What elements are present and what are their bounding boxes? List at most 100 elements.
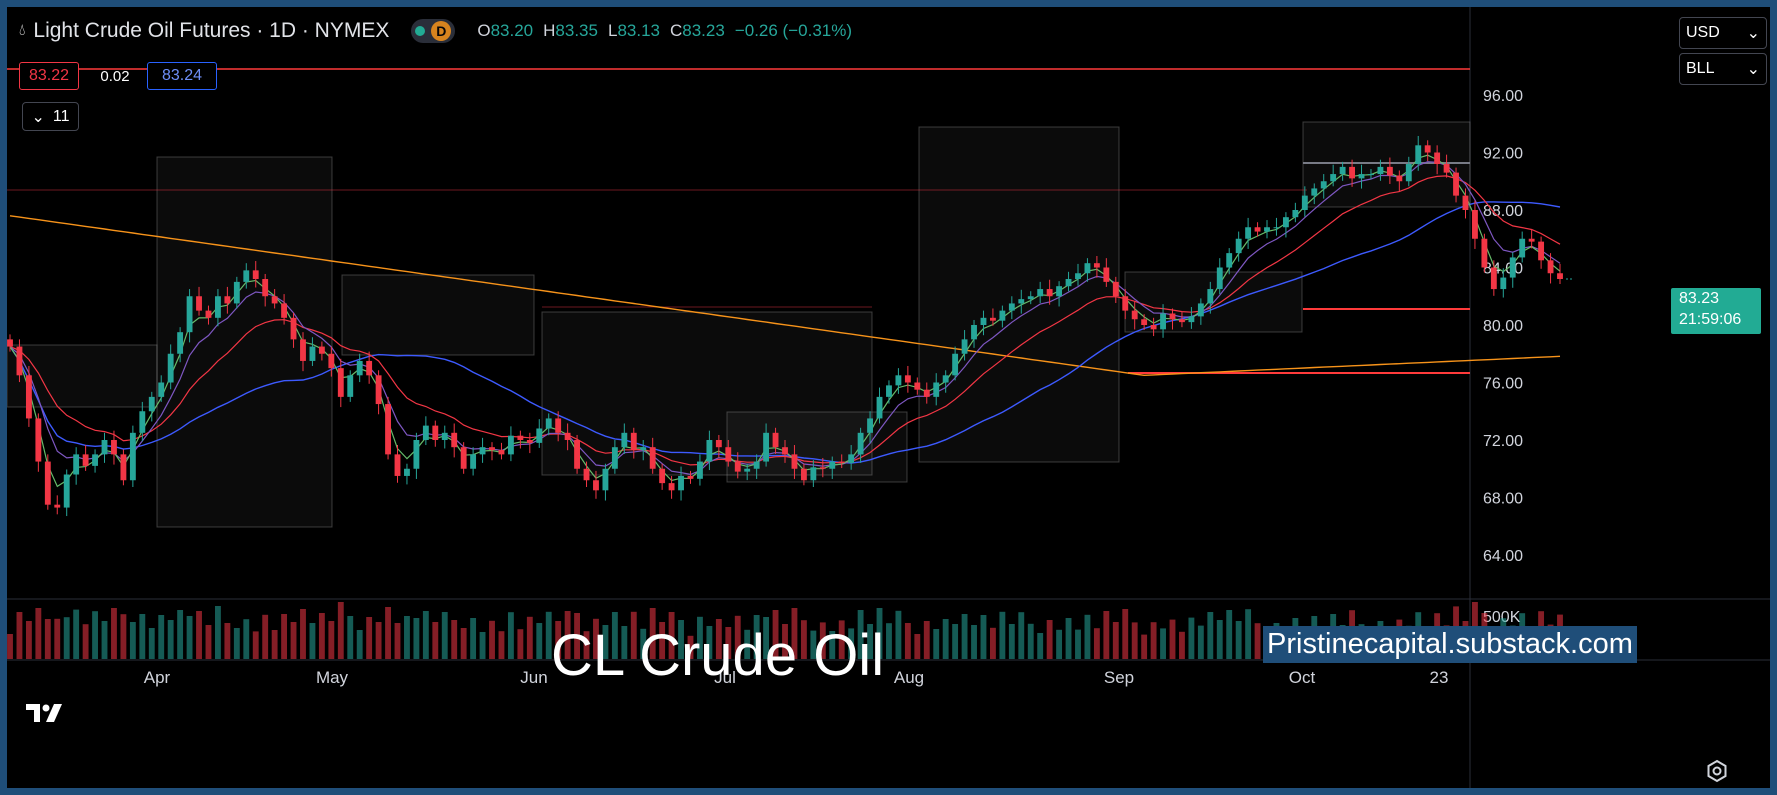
candle-body [791, 454, 798, 469]
volume-bar [800, 620, 807, 659]
candle-body [111, 440, 117, 455]
volume-bar [772, 610, 779, 659]
candle-body [838, 461, 845, 463]
volume-bar [583, 631, 590, 659]
candle-body [1519, 238, 1526, 258]
y-tick-label: 80.00 [1483, 318, 1523, 335]
candle-body [1056, 286, 1063, 297]
spread-value: 0.02 [100, 67, 130, 85]
volume-bar [848, 628, 855, 659]
buy-price-button[interactable]: 83.24 [147, 62, 217, 90]
candle-body [347, 375, 354, 397]
indicators-toggle-button[interactable]: ⌄ 11 [22, 102, 79, 131]
last-price-tag: 83.23 21:59:06 [1671, 288, 1761, 334]
ohlc-readout: O83.20 H83.35 L83.13 C83.23 −0.26 (−0.31… [477, 21, 852, 41]
volume-bar [952, 624, 959, 659]
candle-body [413, 440, 420, 469]
volume-bar [271, 630, 278, 659]
candle-body [507, 435, 514, 455]
settings-icon[interactable] [1705, 759, 1729, 783]
candle-body [1557, 273, 1563, 279]
volume-bar [1027, 623, 1034, 659]
volume-bar [366, 617, 373, 659]
candle-body [1131, 310, 1138, 320]
last-price-value: 83.23 [1679, 290, 1720, 307]
candle-body [1292, 210, 1299, 218]
volume-bar [470, 618, 477, 659]
volume-bar [432, 622, 439, 659]
volume-bar [867, 624, 873, 659]
volume-bar [838, 620, 845, 659]
candle-body [451, 432, 458, 448]
candle-body [1103, 267, 1110, 282]
volume-bar [810, 630, 817, 659]
candle-body [980, 317, 987, 325]
volume-bar [1226, 610, 1233, 659]
volume-bar [139, 614, 146, 659]
volume-bar [489, 620, 495, 659]
candle-body [1528, 238, 1535, 242]
volume-bar [167, 620, 174, 659]
volume-bar [1150, 622, 1157, 659]
candle-body [867, 418, 873, 433]
symbol-title[interactable]: Light Crude Oil Futures · 1D · NYMEX [33, 19, 390, 42]
candle-body [1320, 181, 1327, 189]
volume-bar [63, 617, 70, 659]
candle-body [385, 404, 391, 455]
volume-bar [895, 610, 902, 659]
volume-bar [933, 629, 940, 659]
candle-body [1453, 172, 1459, 196]
candle-body [1235, 238, 1242, 254]
candle-body [1207, 289, 1214, 304]
candle-body [148, 396, 155, 412]
candle-body [706, 440, 713, 462]
tradingview-logo-icon[interactable] [24, 700, 70, 726]
chart-watermark: CL Crude Oil [551, 623, 885, 688]
volume-bar [725, 627, 732, 659]
currency-value: USD [1686, 24, 1720, 41]
candle-body [318, 346, 325, 354]
bar-countdown: 21:59:06 [1679, 311, 1742, 328]
volume-bar [961, 614, 968, 659]
currency-select[interactable]: USD ⌄ [1679, 17, 1767, 49]
candle-body [177, 332, 184, 354]
volume-bar [564, 611, 571, 659]
volume-bar [404, 616, 410, 659]
volume-bar [1235, 621, 1242, 659]
volume-bar [328, 621, 335, 659]
candle-body [914, 382, 921, 390]
volume-bar [1141, 634, 1148, 659]
sell-price-button[interactable]: 83.22 [19, 62, 79, 90]
candle-body [715, 440, 722, 448]
candle-body [848, 454, 855, 463]
ohlc-close: C83.23 [669, 21, 725, 40]
chevron-down-icon: ⌄ [1746, 25, 1760, 42]
candle-body [895, 375, 902, 386]
market-status-badge[interactable]: D [411, 19, 456, 43]
candlestick-chart[interactable]: 96.0092.0088.0084.0080.0076.0072.0068.00… [7, 7, 1770, 788]
volume-bar [1008, 624, 1015, 659]
volume-bar [148, 628, 155, 659]
oil-drop-icon: 💧︎ [19, 22, 26, 39]
volume-bar [555, 621, 562, 659]
candle-body [196, 296, 202, 311]
volume-bar [649, 608, 656, 659]
x-tick-label: Sep [1104, 668, 1134, 687]
candle-body [886, 385, 892, 397]
volume-bar [904, 623, 911, 659]
candle-body [1282, 217, 1289, 228]
candle-body [1349, 166, 1356, 179]
volume-bar [526, 616, 533, 659]
unit-value: BLL [1686, 60, 1715, 77]
volume-bar [1112, 622, 1119, 659]
x-tick-label: May [316, 668, 349, 687]
volume-bar [1037, 633, 1044, 659]
candle-body [1093, 263, 1100, 268]
candle-body [441, 432, 448, 440]
volume-bar [1131, 622, 1138, 659]
unit-select[interactable]: BLL ⌄ [1679, 53, 1767, 85]
candle-body [1150, 325, 1157, 330]
volume-bar [196, 611, 202, 659]
candle-body [92, 454, 98, 466]
candle-body [262, 279, 269, 297]
